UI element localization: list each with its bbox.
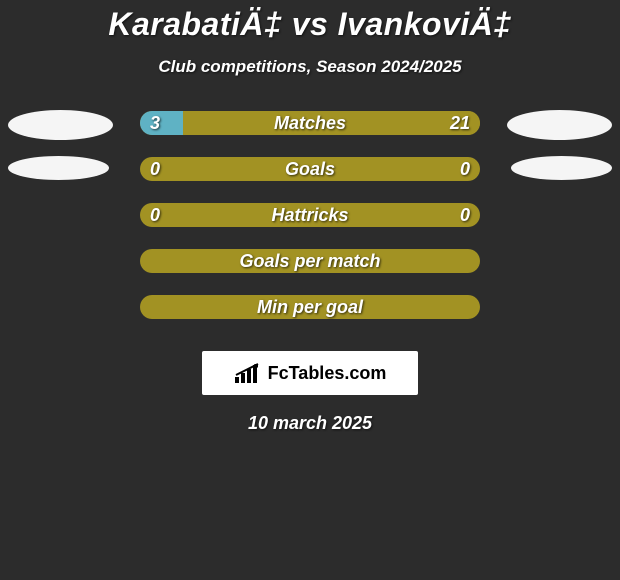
page-title: KarabatiÄ‡ vs IvankoviÄ‡ [0, 0, 620, 43]
player-avatar-right [511, 156, 612, 180]
stat-label: Min per goal [140, 295, 480, 319]
stat-label: Goals per match [140, 249, 480, 273]
stat-value-right: 0 [460, 157, 470, 181]
stat-row: Goals0 0 [0, 157, 620, 203]
stat-row: Min per goal [0, 295, 620, 341]
bar-chart-arrow-icon [234, 363, 262, 383]
stat-bar: Hattricks [140, 203, 480, 227]
fctables-logo: FcTables.com [202, 351, 418, 395]
stat-value-left: 0 [150, 157, 160, 181]
stat-bar: Matches [140, 111, 480, 135]
logo-text: FcTables.com [268, 363, 387, 384]
comparison-infographic: KarabatiÄ‡ vs IvankoviÄ‡ Club competitio… [0, 0, 620, 580]
stat-bar: Goals [140, 157, 480, 181]
stat-bar: Min per goal [140, 295, 480, 319]
player-avatar-left [8, 156, 109, 180]
stat-bar-left-fill [140, 111, 183, 135]
stat-bar-right-fill [183, 111, 481, 135]
stat-value-right: 21 [450, 111, 470, 135]
stat-label: Goals [140, 157, 480, 181]
stat-rows: Matches321Goals00Hattricks00Goals per ma… [0, 111, 620, 341]
date-label: 10 march 2025 [0, 413, 620, 434]
stat-row: Goals per match [0, 249, 620, 295]
stat-row: Hattricks0 0 [0, 203, 620, 249]
stat-value-left: 0 [150, 203, 160, 227]
stat-label: Hattricks [140, 203, 480, 227]
player-avatar-left [8, 110, 113, 140]
stat-value-left: 3 [150, 111, 160, 135]
stat-value-right: 0 [460, 203, 470, 227]
stat-bar: Goals per match [140, 249, 480, 273]
player-avatar-right [507, 110, 612, 140]
stat-row: Matches3 21 [0, 111, 620, 157]
subtitle: Club competitions, Season 2024/2025 [0, 57, 620, 77]
